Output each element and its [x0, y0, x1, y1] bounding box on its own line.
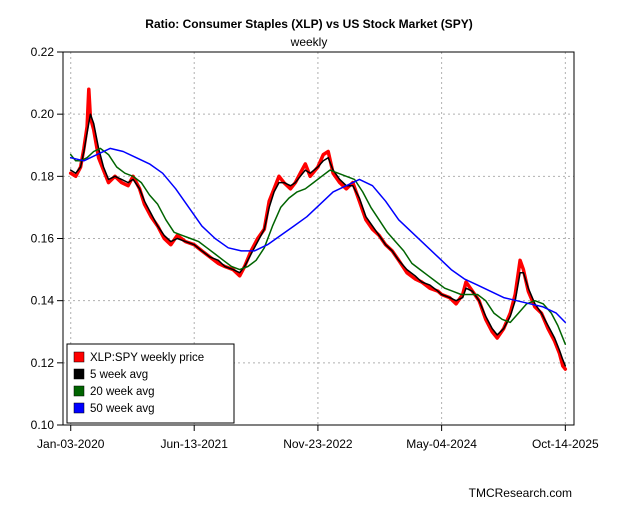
legend-label: 20 week avg [90, 386, 155, 398]
legend: XLP:SPY weekly price 5 week avg 20 week av… [66, 343, 235, 424]
x-tick-label: Jan-03-2020 [37, 437, 105, 451]
legend-label: 50 week avg [90, 403, 155, 415]
y-tick-label: 0.20 [31, 107, 55, 121]
chart-subtitle: weekly [290, 35, 328, 49]
legend-swatch [73, 385, 85, 397]
legend-swatch [73, 368, 85, 380]
legend-label: 5 week avg [90, 369, 148, 381]
legend-box [66, 343, 235, 424]
series-lines [68, 87, 568, 371]
legend-swatch [73, 402, 85, 414]
x-tick-label: Jun-13-2021 [161, 437, 229, 451]
y-tick-label: 0.22 [31, 45, 55, 59]
legend-label: XLP:SPY weekly price [90, 352, 204, 364]
y-tick-label: 0.18 [31, 169, 55, 183]
series-line-3 [69, 147, 567, 345]
series-line-4 [69, 147, 567, 324]
x-tick-label: May-04-2024 [406, 437, 477, 451]
legend-swatch [73, 351, 85, 363]
y-tick-label: 0.14 [31, 294, 55, 308]
credit-label: TMCResearch.com [469, 486, 572, 500]
y-tick-label: 0.12 [31, 356, 55, 370]
y-tick-label: 0.10 [31, 418, 55, 432]
chart-title: Ratio: Consumer Staples (XLP) vs US Stoc… [145, 17, 472, 31]
y-axis: 0.10 0.12 0.14 0.16 0.18 0.20 0.22 [31, 45, 63, 432]
x-axis: Jan-03-2020 Jun-13-2021 Nov-23-2022 May-04-… [37, 425, 599, 451]
x-tick-label: Oct-14-2025 [532, 437, 599, 451]
x-tick-label: Nov-23-2022 [283, 437, 353, 451]
y-tick-label: 0.16 [31, 232, 55, 246]
series-line-2 [69, 113, 567, 367]
